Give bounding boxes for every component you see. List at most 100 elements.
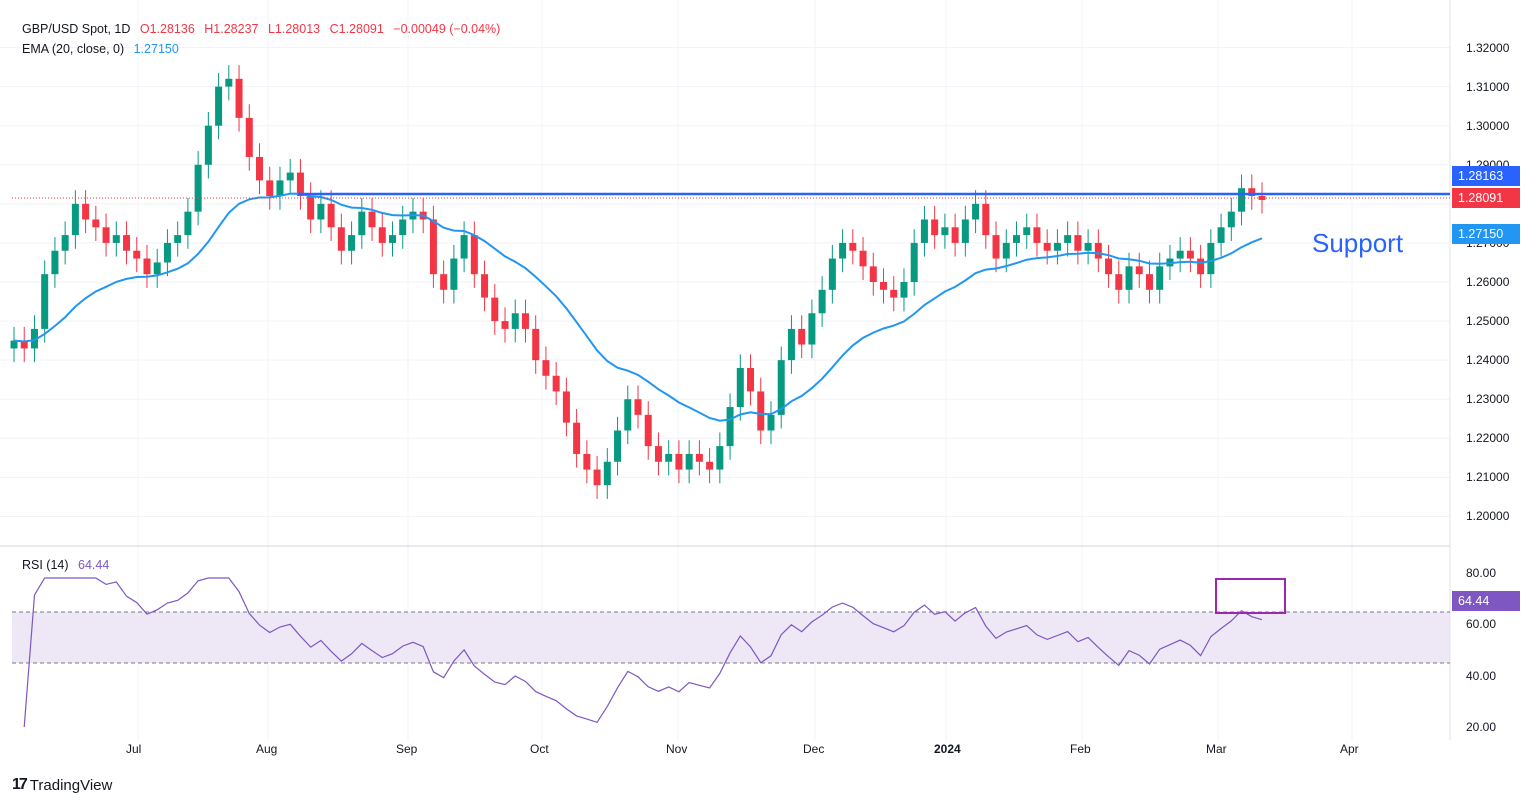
candle	[1094, 242, 1102, 259]
candle	[859, 250, 867, 267]
rsi-tick: 20.00	[1466, 720, 1497, 735]
time-tick: Feb	[1070, 742, 1091, 756]
candle	[92, 219, 100, 228]
candle	[399, 219, 407, 236]
candle	[972, 203, 980, 220]
candle	[1145, 274, 1153, 290]
candle	[675, 453, 683, 470]
candle	[1135, 266, 1143, 275]
candle	[491, 297, 499, 322]
candle	[706, 461, 714, 470]
rsi-tick: 60.00	[1466, 617, 1497, 632]
tradingview-logo-icon: 17	[12, 776, 28, 793]
candle	[440, 274, 448, 290]
candle	[961, 219, 969, 243]
candle	[102, 227, 110, 243]
candle	[624, 399, 632, 431]
candle	[71, 203, 79, 236]
candle	[358, 211, 366, 236]
candle	[327, 203, 335, 228]
candle	[1258, 196, 1266, 200]
candle	[123, 235, 131, 251]
candle	[194, 164, 202, 212]
candle	[225, 78, 233, 87]
candle	[204, 125, 212, 165]
candle	[41, 274, 49, 329]
candle	[82, 203, 90, 220]
time-tick: 2024	[934, 742, 961, 756]
candle	[736, 367, 744, 408]
candle	[1105, 258, 1113, 275]
candle	[614, 430, 622, 462]
candle	[1176, 250, 1184, 259]
rsi-badge: 64.44	[1452, 591, 1520, 611]
candle	[521, 313, 529, 329]
candle	[286, 172, 294, 181]
candle	[235, 78, 243, 118]
candle	[112, 235, 120, 243]
candle	[665, 453, 673, 462]
rsi-tick: 80.00	[1466, 565, 1497, 580]
candle	[716, 446, 724, 470]
candle	[726, 407, 734, 447]
time-tick: Aug	[256, 742, 278, 756]
price-tick: 1.30000	[1466, 118, 1510, 133]
candle	[941, 227, 949, 236]
rsi-highlight-box	[1215, 578, 1286, 614]
close-value: C1.28091	[329, 22, 384, 36]
price-tick: 1.24000	[1466, 353, 1510, 368]
candle	[644, 414, 652, 447]
candle	[143, 258, 151, 275]
candle	[1217, 227, 1225, 243]
candle	[818, 289, 826, 314]
candle	[61, 235, 69, 251]
rsi-value: 64.44	[78, 558, 110, 572]
time-tick: Mar	[1206, 742, 1227, 756]
candle	[450, 258, 458, 290]
candle	[163, 242, 171, 263]
price-tick: 1.22000	[1466, 431, 1510, 446]
candle	[1064, 235, 1072, 243]
candle	[256, 156, 264, 181]
candle	[1186, 250, 1194, 259]
candle	[245, 117, 253, 157]
candle	[1012, 235, 1020, 243]
candle	[307, 196, 315, 220]
candle	[767, 414, 775, 431]
candle	[429, 219, 437, 275]
candle	[982, 203, 990, 236]
candle	[184, 211, 192, 236]
candle	[133, 250, 141, 259]
ema-price-badge: 1.27150	[1452, 224, 1520, 244]
candle	[542, 360, 550, 376]
candle	[378, 227, 386, 243]
candle	[10, 340, 18, 349]
price-tick: 1.32000	[1466, 40, 1510, 55]
candle	[276, 180, 284, 197]
candle	[317, 203, 325, 220]
low-value: L1.28013	[267, 22, 321, 36]
last-price-badge: 1.28091	[1452, 188, 1520, 208]
candle	[910, 242, 918, 282]
candle	[787, 328, 795, 361]
candle	[593, 469, 601, 486]
change-value: −0.00049 (−0.04%)	[393, 22, 501, 36]
candle	[511, 313, 519, 329]
candle	[849, 242, 857, 251]
ema-legend: EMA (20, close, 0) 1.27150	[22, 42, 185, 56]
candle	[1043, 242, 1051, 251]
candle	[931, 219, 939, 236]
rsi-label: RSI (14)	[22, 558, 69, 572]
open-value: O1.28136	[139, 22, 195, 36]
candle	[880, 282, 888, 290]
candle	[1053, 242, 1061, 251]
candle	[215, 86, 223, 126]
candle	[869, 266, 877, 282]
candle	[634, 399, 642, 415]
time-tick: Dec	[803, 742, 825, 756]
support-price-badge: 1.28163	[1452, 166, 1520, 186]
candle	[266, 180, 274, 197]
brand[interactable]: 17 TradingView	[12, 776, 112, 794]
candle	[153, 262, 161, 275]
